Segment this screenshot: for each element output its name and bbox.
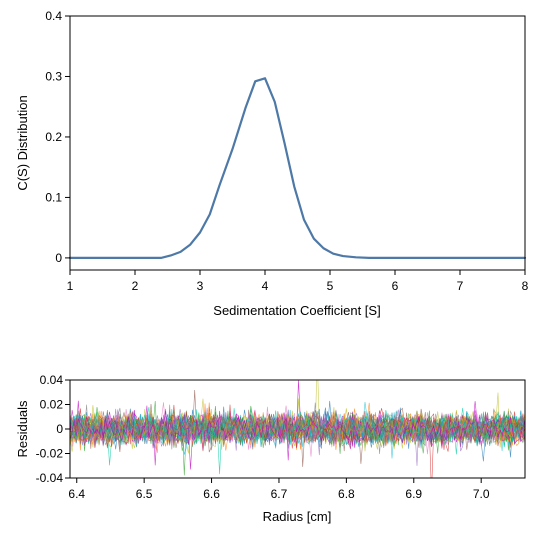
cs-y-tick-label: 0.2	[45, 130, 62, 144]
residual-scan-line	[70, 401, 525, 470]
cs-y-tick-label: 0.1	[45, 190, 62, 204]
residuals-x-tick-label: 6.7	[271, 487, 288, 501]
residuals-y-axis: -0.04 -0.02 0 0.02 0.04	[36, 373, 70, 485]
cs-plot-frame	[69, 15, 526, 271]
residuals-x-axis: 6.4 6.5 6.6 6.7 6.8 6.9 7.0	[68, 478, 490, 501]
residuals-chart: 6.4 6.5 6.6 6.7 6.8 6.9 7.0 -0.04 -0.02 0 0.02 0.0…	[15, 373, 526, 524]
residuals-y-tick-label: -0.04	[36, 471, 64, 485]
cs-x-tick-label: 5	[327, 279, 334, 293]
cs-x-tick-label: 2	[132, 279, 139, 293]
cs-y-tick-label: 0.3	[45, 69, 62, 83]
residuals-plot-area	[70, 380, 525, 478]
residuals-y-axis-label: Residuals	[15, 400, 30, 458]
cs-x-tick-label: 6	[392, 279, 399, 293]
residuals-x-tick-label: 6.8	[338, 487, 355, 501]
cs-x-tick-label: 1	[67, 279, 74, 293]
residuals-x-tick-label: 6.9	[405, 487, 422, 501]
cs-x-tick-label: 4	[262, 279, 269, 293]
cs-x-tick-label: 7	[457, 279, 464, 293]
residuals-x-tick-label: 7.0	[473, 487, 490, 501]
residuals-y-tick-label: 0.02	[40, 398, 64, 412]
residual-scan-line	[70, 407, 525, 447]
cs-x-axis-label: Sedimentation Coefficient [S]	[213, 303, 380, 318]
residuals-y-tick-label: 0.04	[40, 373, 64, 387]
residuals-x-axis-label: Radius [cm]	[263, 509, 332, 524]
residuals-y-tick-label: -0.02	[36, 447, 64, 461]
residuals-x-tick-label: 6.6	[203, 487, 220, 501]
cs-y-axis-label: C(S) Distribution	[15, 95, 30, 190]
cs-x-tick-label: 3	[197, 279, 204, 293]
cs-distribution-line	[68, 77, 527, 259]
residuals-x-tick-label: 6.5	[136, 487, 153, 501]
cs-x-tick-label: 8	[522, 279, 529, 293]
cs-x-axis: 1 2 3 4 5 6 7 8	[67, 270, 529, 293]
cs-plot-area	[68, 77, 527, 259]
cs-distribution-chart: 1 2 3 4 5 6 7 8 0 0.1 0.2 0.3 0.4 Sedimentation Coe…	[15, 9, 529, 318]
cs-y-tick-label: 0	[55, 251, 62, 265]
residuals-y-tick-label: 0	[56, 422, 63, 436]
cs-y-axis: 0 0.1 0.2 0.3 0.4	[45, 9, 70, 265]
residuals-x-tick-label: 6.4	[68, 487, 85, 501]
residual-scan-line	[70, 410, 525, 455]
cs-y-tick-label: 0.4	[45, 9, 62, 23]
